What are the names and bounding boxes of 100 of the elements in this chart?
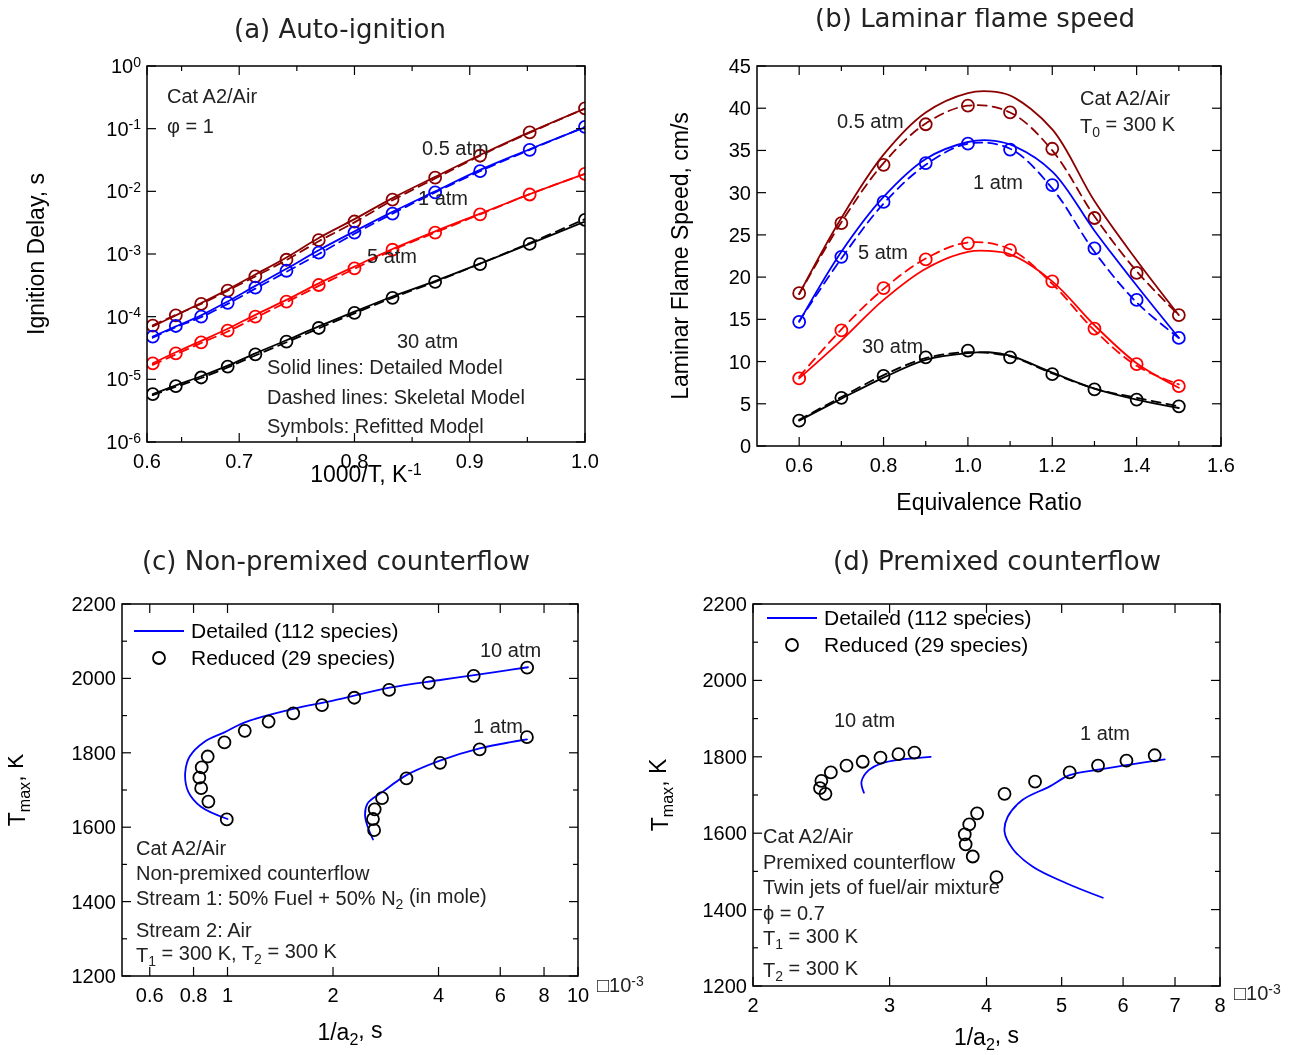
point <box>961 98 975 113</box>
point <box>1045 178 1060 192</box>
y-tick-label: 10$^{-5}$ <box>106 367 142 391</box>
x-tick-label: 0.6 <box>135 984 164 1006</box>
y-tick-label: 10$^{-6}$ <box>106 429 142 453</box>
x-tick-label: 1.0 <box>954 454 982 476</box>
annotation: T$_{1}$ = 300 K, T$_{2}$ = 300 K <box>136 940 338 970</box>
y-tick-label: 20 <box>728 266 751 289</box>
point <box>1003 243 1017 257</box>
point <box>1003 105 1017 120</box>
point <box>1129 392 1144 407</box>
y-tick-label: 45 <box>728 55 751 77</box>
point <box>220 295 235 310</box>
y-tick-label: 2000 <box>702 669 747 692</box>
y-axis-title: Laminar Flame Speed, cm/s <box>667 112 693 400</box>
point <box>918 117 933 132</box>
point <box>876 281 891 295</box>
point <box>147 387 160 402</box>
point <box>473 207 488 222</box>
annotation: 30 atm <box>862 335 924 357</box>
annotation: φ = 1 <box>167 115 214 137</box>
point <box>1129 265 1144 280</box>
point <box>1045 141 1060 156</box>
point <box>961 343 975 358</box>
point <box>834 323 849 338</box>
point <box>1129 357 1144 371</box>
y-tick-label: 1600 <box>71 816 116 839</box>
point <box>311 321 326 335</box>
annotation: 10 atm <box>480 639 542 661</box>
text: □10$^{-3}$ <box>1234 980 1281 1004</box>
annotation: Symbols: Refitted Model <box>267 415 484 437</box>
y-tick-label: 10$^{-2}$ <box>106 179 142 203</box>
chart-title: (b) Laminar flame speed <box>815 3 1135 33</box>
point <box>147 318 160 333</box>
x-tick-label: 2 <box>327 984 339 1006</box>
point <box>1129 293 1144 307</box>
annotation: Dashed lines: Skeletal Model <box>267 386 525 408</box>
legend-label: Detailed (112 species) <box>191 619 399 642</box>
x-tick-label: 1.2 <box>1038 454 1067 476</box>
point <box>248 280 263 295</box>
y-tick-label: 5 <box>739 392 751 415</box>
point <box>194 296 209 311</box>
x-tick-label: 0.8 <box>869 454 898 476</box>
point <box>279 252 294 267</box>
point <box>1045 274 1060 289</box>
y-tick-label: 1800 <box>71 741 116 764</box>
annotation: 10 atm <box>834 709 896 731</box>
point <box>792 286 807 301</box>
annotation: Cat A2/Air <box>167 85 258 107</box>
x-tick-label: 2 <box>747 994 759 1016</box>
y-tick-label: 10$^{-3}$ <box>106 241 142 265</box>
point <box>194 370 209 385</box>
point <box>834 216 849 230</box>
point <box>792 371 807 386</box>
y-tick-label: 30 <box>728 181 751 204</box>
point <box>834 390 849 405</box>
x-tick-label: 6 <box>494 984 506 1006</box>
point <box>428 274 443 289</box>
y-tick-label: 0 <box>739 435 751 457</box>
annotation: Cat A2/Air <box>136 837 227 859</box>
annotation: 1 atm <box>1080 722 1131 744</box>
point <box>1171 331 1186 345</box>
chart-title: (a) Auto-ignition <box>234 14 446 44</box>
point <box>311 278 326 292</box>
x-tick-label: 0.6 <box>133 450 161 472</box>
point <box>1003 350 1017 365</box>
y-tick-label: 15 <box>728 308 751 331</box>
point <box>1045 367 1060 382</box>
point <box>385 290 400 305</box>
annotation: 1 atm <box>473 715 524 737</box>
x-tick-label: 0.6 <box>785 454 814 476</box>
point <box>1087 321 1102 336</box>
y-tick-label: 10$^{0}$ <box>110 53 142 77</box>
point <box>385 206 400 221</box>
y-tick-label: 1800 <box>702 745 747 768</box>
point <box>876 195 891 209</box>
x-tick-label: 1.6 <box>1207 454 1235 476</box>
point <box>385 192 400 207</box>
point <box>961 236 975 251</box>
y-tick-label: 2200 <box>71 593 116 615</box>
y-tick-label: 25 <box>728 223 751 246</box>
point <box>194 309 209 324</box>
annotation: T$_{2}$ = 300 K <box>763 957 859 985</box>
x-tick-label: 10 <box>566 984 590 1006</box>
point <box>220 359 235 374</box>
legend-label: Reduced (29 species) <box>824 633 1029 656</box>
point <box>918 156 933 171</box>
x-tick-label: 8 <box>538 984 550 1006</box>
point <box>522 125 537 140</box>
annotation: 0.5 atm <box>837 110 904 132</box>
point <box>311 233 326 248</box>
point <box>220 323 235 338</box>
annotation: Twin jets of fuel/air mixture <box>763 876 1000 898</box>
point <box>1087 382 1102 397</box>
annotation: 0.5 atm <box>422 137 489 159</box>
annotation: Solid lines: Detailed Model <box>267 356 503 378</box>
point <box>194 335 209 350</box>
point <box>168 308 183 323</box>
point <box>473 257 488 271</box>
x-axis-title: 1/a$_{2}$, s <box>953 1021 1020 1053</box>
